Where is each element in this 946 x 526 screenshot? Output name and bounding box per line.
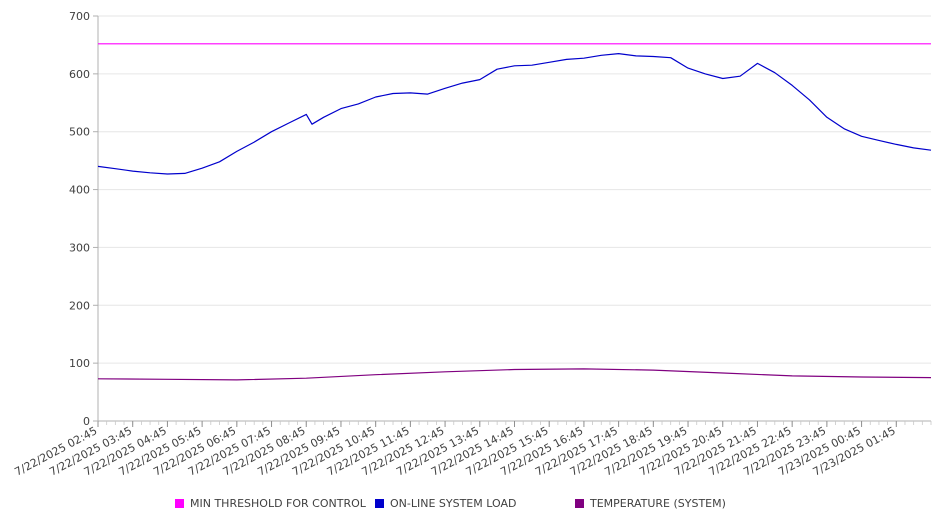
legend-swatch: [575, 499, 584, 508]
legend-item[interactable]: MIN THRESHOLD FOR CONTROL: [175, 497, 366, 510]
series-line-2: [97, 52, 932, 175]
series-lines: [97, 43, 932, 381]
line-chart: 7/22/2025 02:457/22/2025 03:457/22/2025 …: [12, 10, 932, 479]
legend-swatch: [375, 499, 384, 508]
legend-item[interactable]: TEMPERATURE (SYSTEM): [575, 497, 726, 510]
y-axis-ticks: 0 100 200 300 400 500 600 700: [69, 10, 98, 428]
legend-swatch: [175, 499, 184, 508]
series-line-3: [97, 368, 932, 381]
y-tick-label: 200: [69, 299, 90, 312]
y-tick-label: 100: [69, 357, 90, 370]
legend-label: ON-LINE SYSTEM LOAD: [390, 497, 517, 510]
legend-label: TEMPERATURE (SYSTEM): [590, 497, 726, 510]
legend: MIN THRESHOLD FOR CONTROL ON-LINE SYSTEM …: [0, 497, 946, 515]
legend-item[interactable]: ON-LINE SYSTEM LOAD: [375, 497, 516, 510]
grid-lines: [98, 15, 931, 364]
legend-label: MIN THRESHOLD FOR CONTROL: [190, 497, 366, 510]
y-tick-label: 0: [83, 415, 90, 428]
y-tick-label: 300: [69, 241, 90, 254]
axes: [97, 16, 931, 422]
y-tick-label: 500: [69, 126, 90, 139]
y-tick-label: 400: [69, 184, 90, 197]
y-tick-label: 600: [69, 68, 90, 81]
y-tick-label: 700: [69, 10, 90, 23]
x-axis-ticks: 7/22/2025 02:457/22/2025 03:457/22/2025 …: [12, 421, 932, 479]
